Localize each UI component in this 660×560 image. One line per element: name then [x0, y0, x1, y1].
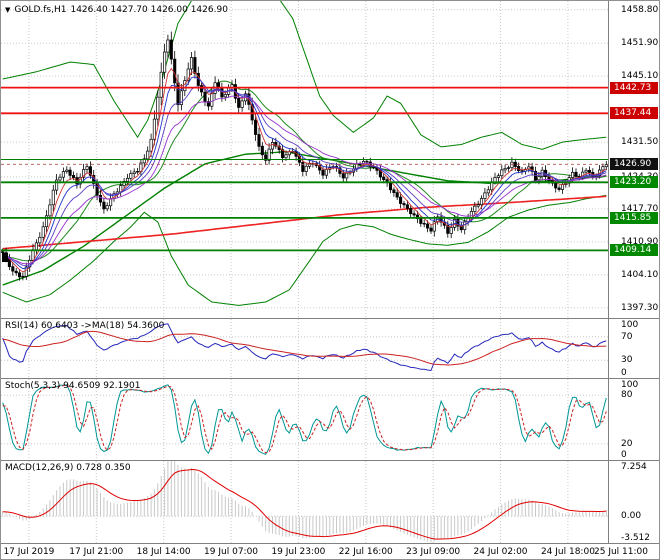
- price-level-badge: 1415.85: [610, 211, 658, 224]
- rsi-panel[interactable]: RSI(14) 60.6403 ->MA(18) 54.3600: [1, 319, 659, 379]
- time-label: 22 Jul 16:00: [338, 547, 393, 557]
- stochastic-header: Stoch(5,3,3) 94.6509 92.1901: [5, 381, 141, 391]
- price-level-badge: 1437.44: [610, 107, 658, 120]
- price-tick-label: 1397.30: [621, 302, 659, 313]
- price-tick-label: 1404.10: [621, 269, 659, 280]
- price-tick-label: 1458.80: [621, 4, 659, 15]
- stoch-tick-label: 20: [621, 438, 633, 449]
- price-tick-label: 1417.70: [621, 203, 659, 214]
- rsi-tick-label: 30: [621, 355, 633, 366]
- macd-tick-label: 7.254: [621, 462, 647, 472]
- time-label: 17 Jul 2019: [3, 547, 55, 557]
- price-level-badge: 1423.20: [610, 176, 658, 189]
- price-tick-label: 1431.50: [621, 137, 659, 148]
- time-label: 17 Jul 21:00: [69, 547, 124, 557]
- time-axis[interactable]: [1, 544, 659, 559]
- rsi-header: RSI(14) 60.6403 ->MA(18) 54.3600: [5, 321, 165, 331]
- time-label: 25 Jul 11:00: [594, 547, 648, 557]
- macd-header: MACD(12,26,9) 0.728 0.350: [5, 463, 131, 473]
- rsi-tick-label: 0: [621, 368, 627, 378]
- time-label: 18 Jul 14:00: [136, 547, 191, 557]
- macd-tick-label: 0.00: [621, 511, 642, 522]
- price-level-badge: 1442.73: [610, 81, 658, 94]
- macd-canvas[interactable]: [1, 461, 608, 543]
- stoch-tick-label: 100: [621, 380, 639, 390]
- symbol-dropdown-icon[interactable]: ▼: [5, 5, 11, 14]
- price-chart-panel[interactable]: ▼ GOLD.fs,H1 1426.40 1427.70 1426.00 142…: [1, 1, 659, 319]
- time-label: 23 Jul 09:00: [406, 547, 461, 557]
- object-anchor-marker[interactable]: [2, 253, 8, 262]
- time-label: 24 Jul 18:00: [540, 547, 595, 557]
- time-label: 19 Jul 07:00: [204, 547, 259, 557]
- rsi-canvas[interactable]: [1, 319, 608, 378]
- current-price-badge: 1426.90: [610, 158, 658, 171]
- symbol-ohlc: 1426.40 1427.70 1426.00 1426.90: [70, 5, 228, 15]
- time-label: 24 Jul 02:00: [473, 547, 528, 557]
- price-tick-label: 1451.90: [621, 38, 659, 49]
- macd-tick-label: -3.512: [621, 533, 651, 543]
- macd-panel[interactable]: MACD(12,26,9) 0.728 0.350: [1, 461, 659, 544]
- stochastic-canvas[interactable]: [1, 379, 608, 460]
- symbol-info: ▼ GOLD.fs,H1 1426.40 1427.70 1426.00 142…: [5, 5, 228, 15]
- stoch-tick-label: 80: [621, 390, 633, 401]
- axis-separator: [608, 1, 609, 544]
- price-tick-label: 1410.90: [621, 236, 659, 247]
- symbol-name: GOLD.fs,H1: [14, 5, 67, 15]
- price-tick-label: 1445.10: [621, 71, 659, 82]
- stoch-tick-label: 0: [621, 450, 627, 460]
- rsi-tick-label: 70: [621, 331, 633, 342]
- rsi-tick-label: 100: [621, 320, 639, 330]
- price-chart-canvas[interactable]: [1, 1, 608, 318]
- price-level-badge: 1409.14: [610, 244, 658, 257]
- time-label: 19 Jul 23:00: [271, 547, 326, 557]
- stochastic-panel[interactable]: Stoch(5,3,3) 94.6509 92.1901: [1, 379, 659, 461]
